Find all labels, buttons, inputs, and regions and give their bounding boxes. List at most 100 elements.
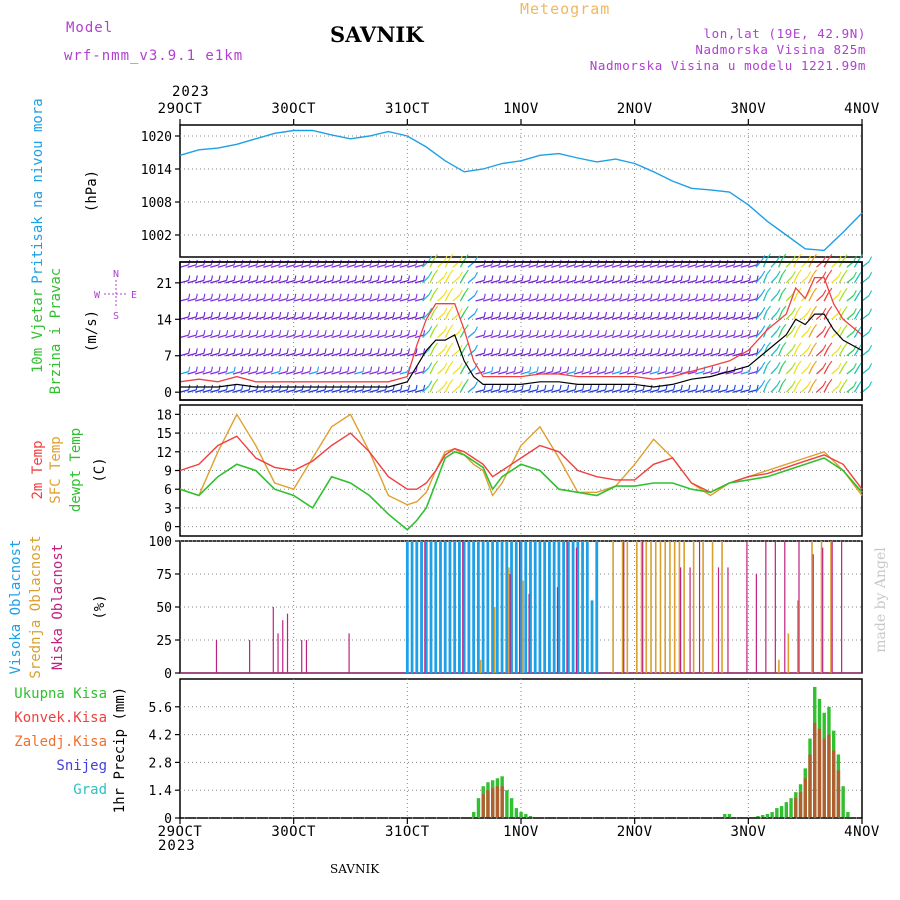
wind-barb xyxy=(323,264,333,268)
wind-barb xyxy=(551,389,561,393)
precip-bar-0 xyxy=(760,815,765,818)
wind-barb xyxy=(748,334,758,339)
wind-barb-flag xyxy=(635,348,638,354)
wind-barb-flag xyxy=(544,275,547,281)
wind-barb xyxy=(589,389,599,393)
wind-barb-flag xyxy=(301,293,304,299)
wind-barb xyxy=(664,264,674,268)
wind-barb-flag xyxy=(733,293,736,299)
wind-barb xyxy=(755,348,763,357)
wind-barb-flag xyxy=(370,311,373,318)
wind-barb xyxy=(482,352,492,357)
wind-barb xyxy=(687,298,697,302)
wind-barb xyxy=(710,371,720,375)
wind-barb-flag xyxy=(650,366,653,372)
wind-barb xyxy=(459,384,466,393)
precip-legend-item: Konvek.Kisa xyxy=(14,710,107,726)
wind-barb-flag xyxy=(309,293,312,299)
wind-barb-flag xyxy=(680,293,683,299)
label-precip: 1hr Precip (mm) xyxy=(112,687,128,813)
wind-barb xyxy=(225,371,235,375)
wind-barb-flag xyxy=(761,288,766,295)
wind-barb xyxy=(384,298,394,302)
x-tick-label-top: 3NOV xyxy=(730,101,766,117)
wind-barb xyxy=(740,279,750,284)
precip-legend-item: Snijeg xyxy=(56,758,107,774)
wind-barb xyxy=(361,316,371,320)
wind-barb xyxy=(816,294,824,302)
wind-barb-flag xyxy=(781,305,787,312)
wind-barb xyxy=(770,293,778,302)
wind-barb-flag xyxy=(673,311,676,318)
wind-barb xyxy=(740,352,750,357)
wind-barb xyxy=(619,264,629,268)
wind-barb-flag xyxy=(263,330,267,336)
wind-barb xyxy=(649,316,659,320)
wind-barb xyxy=(611,264,621,268)
wind-barb-flag xyxy=(347,366,350,372)
wind-barb xyxy=(505,371,515,375)
wind-barb-flag xyxy=(385,293,388,299)
wind-barb-flag xyxy=(536,348,539,354)
label-temp-sfc: SFC Temp xyxy=(48,436,64,503)
wind-barb-flag xyxy=(513,275,517,281)
wind-barb-flag xyxy=(506,311,509,318)
wind-barb xyxy=(346,371,356,375)
wind-barb xyxy=(543,389,553,393)
wind-barb xyxy=(740,334,750,339)
wind-barb-flag xyxy=(210,366,214,372)
wind-barb xyxy=(717,389,727,393)
wind-barb-flag xyxy=(309,366,312,372)
wind-barb-flag xyxy=(203,348,206,354)
wind-barb xyxy=(270,389,280,393)
wind-barb-flag xyxy=(407,384,411,390)
wind-barb-flag xyxy=(332,293,335,299)
wind-barb xyxy=(664,389,674,393)
wind-barb-flag xyxy=(559,293,562,299)
wind-barb xyxy=(498,264,508,268)
wind-barb-flag xyxy=(195,330,198,336)
wind-barb-flag xyxy=(665,293,668,299)
wind-barb-flag xyxy=(589,330,592,336)
wind-barb xyxy=(338,316,348,320)
wind-barb-flag xyxy=(301,311,304,318)
y-tick-label: 3 xyxy=(164,502,172,517)
wind-barb-flag xyxy=(210,293,214,299)
wind-barb-flag xyxy=(301,275,304,281)
wind-barb xyxy=(444,311,451,320)
wind-barb xyxy=(376,264,386,268)
wind-barb-flag xyxy=(433,269,439,276)
wind-barb xyxy=(459,311,466,320)
wind-barb-flag xyxy=(589,366,592,372)
wind-barb xyxy=(369,316,379,320)
wind-barb xyxy=(748,298,758,302)
wind-barb-flag xyxy=(491,366,494,372)
wind-barb-flag xyxy=(448,360,454,367)
wind-barb xyxy=(785,294,793,302)
wind-barb-flag xyxy=(766,269,771,275)
wind-barb xyxy=(733,264,743,268)
wind-barb-flag xyxy=(339,311,342,318)
wind-barb xyxy=(240,316,250,320)
wind-barb xyxy=(581,389,591,393)
wind-barb xyxy=(793,310,799,320)
wind-barb-flag xyxy=(428,380,433,387)
wind-barb-flag xyxy=(665,330,668,336)
y-tick-label: 5.6 xyxy=(149,701,172,716)
wind-barb-flag xyxy=(688,311,691,318)
wind-barb-flag xyxy=(347,311,350,318)
wind-barb-flag xyxy=(443,380,448,387)
wind-barb-flag xyxy=(529,384,532,390)
y-tick-label: 1014 xyxy=(141,163,172,178)
wind-barb xyxy=(634,279,644,284)
wind-barb xyxy=(301,352,311,357)
wind-barb-flag xyxy=(474,344,478,351)
wind-barb xyxy=(248,352,258,357)
wind-barb-flag xyxy=(498,275,501,281)
wind-barb xyxy=(187,279,197,284)
wind-barb xyxy=(619,316,629,320)
dewpoint-line xyxy=(179,450,863,531)
wind-barb-flag xyxy=(423,275,426,281)
wind-barb xyxy=(581,371,591,375)
wind-barb-flag xyxy=(188,311,191,318)
